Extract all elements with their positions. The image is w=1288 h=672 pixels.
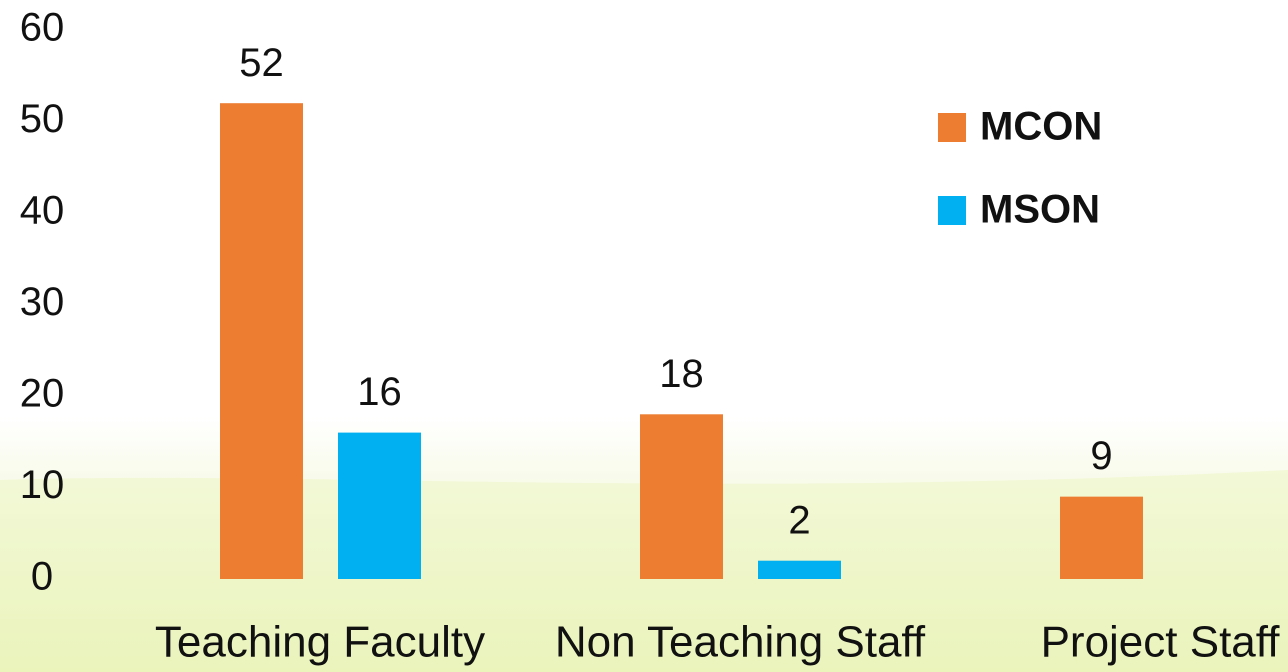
bar: [758, 560, 841, 579]
value-label: 16: [357, 370, 402, 414]
y-tick-label: 50: [20, 97, 65, 141]
bar: [220, 103, 303, 579]
y-tick-label: 60: [20, 6, 65, 50]
value-label: 9: [1090, 434, 1112, 478]
bar: [338, 432, 421, 579]
y-tick-label: 10: [20, 463, 65, 507]
x-tick-label: Project Staff: [1041, 618, 1281, 667]
value-label: 2: [788, 498, 810, 542]
legend-swatch: [938, 196, 966, 225]
legend-label: MCON: [980, 105, 1102, 149]
legend-swatch: [938, 113, 966, 142]
value-label: 18: [659, 352, 704, 396]
bar: [1060, 496, 1143, 579]
x-tick-label: Non Teaching Staff: [555, 618, 926, 667]
legend-label: MSON: [980, 188, 1100, 232]
y-tick-label: 0: [31, 555, 53, 599]
x-tick-label: Teaching Faculty: [155, 618, 485, 667]
bar: [640, 414, 723, 579]
y-tick-label: 30: [20, 280, 65, 324]
y-tick-label: 40: [20, 189, 65, 233]
value-label: 52: [239, 41, 284, 85]
y-tick-label: 20: [20, 372, 65, 416]
